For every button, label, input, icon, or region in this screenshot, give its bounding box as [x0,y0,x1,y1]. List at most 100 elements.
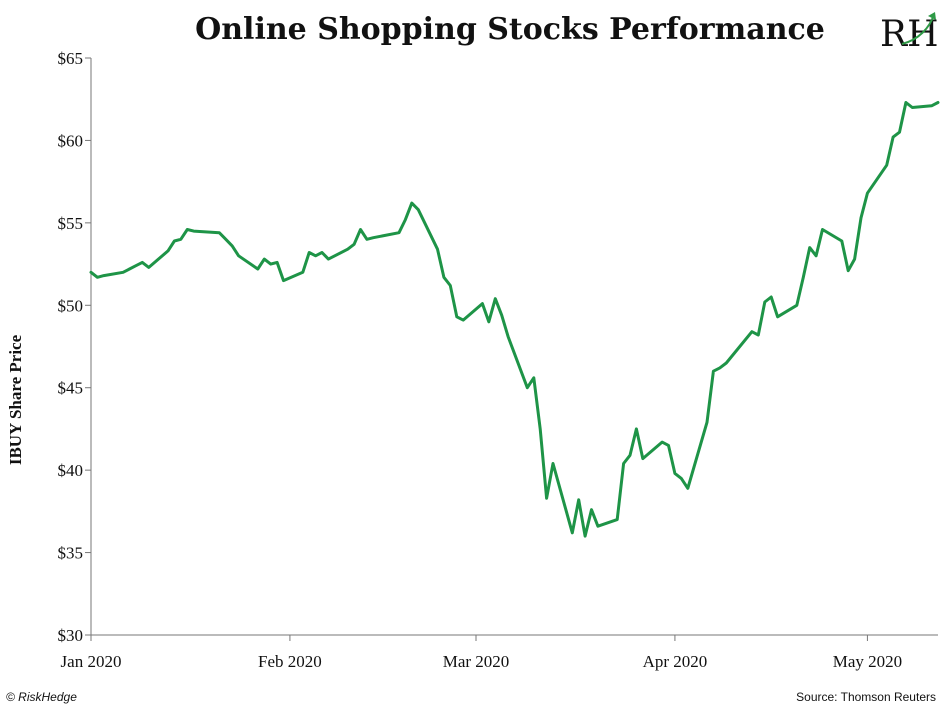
data-point [680,477,683,480]
data-point [231,244,234,247]
data-point [661,441,664,444]
data-point [167,249,170,252]
data-point [353,243,356,246]
data-point [757,334,760,337]
data-point [539,427,542,430]
data-point [96,276,99,279]
riskhedge-logo: RH [880,12,939,55]
x-tick-label: Feb 2020 [258,652,322,671]
data-point [308,251,311,254]
chart-title: Online Shopping Stocks Performance [195,12,825,47]
data-point [237,254,240,257]
data-point [276,261,279,264]
data-point [770,296,773,299]
data-point [667,444,670,447]
data-point [866,192,869,195]
data-point [455,315,458,318]
data-point [494,297,497,300]
data-point [404,218,407,221]
data-point [596,525,599,528]
data-point [90,271,93,274]
data-point [885,164,888,167]
data-point [122,271,125,274]
data-point [321,251,324,254]
data-point [904,101,907,104]
data-point [725,362,728,365]
y-tick-label: $35 [58,544,84,563]
data-point [372,236,375,239]
data-point [898,131,901,134]
y-tick-label: $60 [58,131,84,150]
data-point [616,518,619,521]
data-point [763,301,766,304]
data-point [462,319,465,322]
data-point [847,269,850,272]
data-point [147,266,150,269]
data-point [500,314,503,317]
logo-text: RH [880,14,939,55]
data-point [545,497,548,500]
y-tick-label: $40 [58,461,84,480]
y-tick-label: $50 [58,296,84,315]
data-point [776,315,779,318]
data-point [410,202,413,205]
data-point [635,427,638,430]
data-point [802,276,805,279]
y-ticks: $30 $35 $40 $45 $50 $55 $60 $65 [58,49,91,645]
x-tick-label: May 2020 [833,652,902,671]
data-point [186,228,189,231]
data-point [365,238,368,241]
data-point [795,304,798,307]
data-point [750,330,753,333]
data-point [102,274,105,277]
data-point [179,238,182,241]
y-tick-label: $65 [58,49,84,68]
y-tick-label: $30 [58,626,84,645]
data-point [821,228,824,231]
data-point [218,231,221,234]
data-point [314,254,317,257]
data-point [686,487,689,490]
data-point [552,462,555,465]
x-ticks: Jan 2020 Feb 2020 Mar 2020 Apr 2020 May 2020 [61,635,902,671]
data-point [622,462,625,465]
data-point [571,531,574,534]
data-point [359,228,362,231]
data-point [815,254,818,257]
series-line-ibuy [89,101,940,538]
data-point [590,508,593,511]
source-text: Source: Thomson Reuters [796,690,936,704]
data-point [937,101,940,104]
data-point [840,240,843,243]
data-point [526,386,529,389]
data-point [346,248,349,251]
data-points [90,101,940,538]
data-point [673,472,676,475]
data-point [327,258,330,261]
data-point [487,320,490,323]
data-point [128,268,131,271]
data-point [584,535,587,538]
data-point [712,370,715,373]
data-point [860,216,863,219]
x-tick-label: Mar 2020 [443,652,510,671]
data-point [853,258,856,261]
data-point [532,376,535,379]
data-point [417,208,420,211]
data-point [224,238,227,241]
data-point [173,240,176,243]
data-point [282,279,285,282]
data-point [718,366,721,369]
data-point [911,106,914,109]
data-point [892,136,895,139]
logo-arrowhead-icon [928,12,936,20]
data-point [808,246,811,249]
data-point [641,457,644,460]
data-point [436,248,439,251]
data-point [577,498,580,501]
x-tick-label: Jan 2020 [61,652,122,671]
data-point [192,230,195,233]
data-point [442,276,445,279]
x-tick-label: Apr 2020 [643,652,708,671]
data-point [269,263,272,266]
